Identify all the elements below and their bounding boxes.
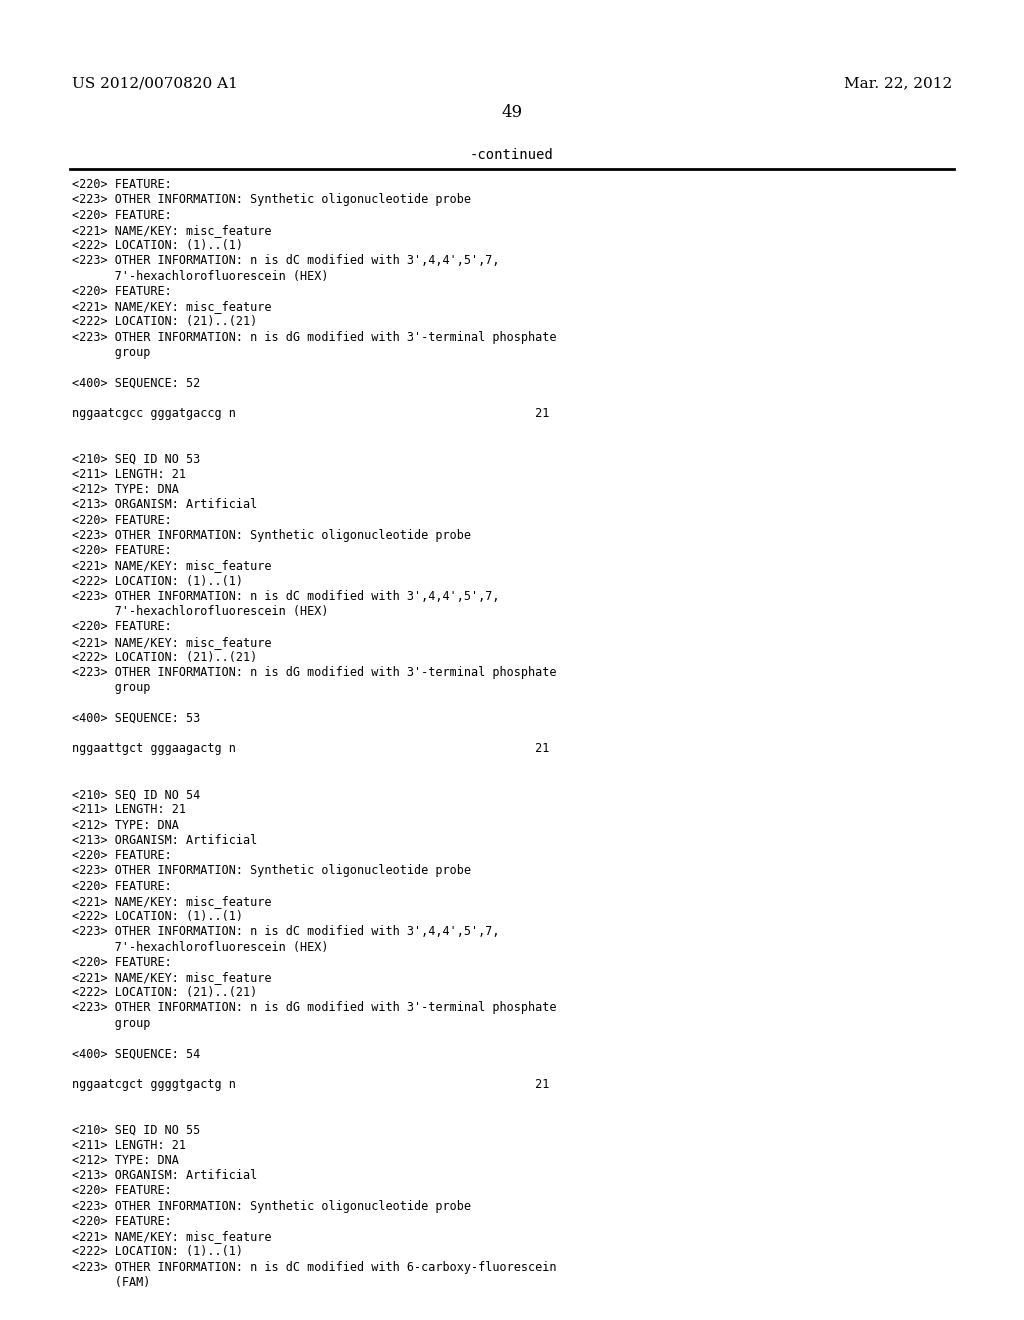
Text: Mar. 22, 2012: Mar. 22, 2012 [844,77,952,91]
Text: <220> FEATURE:: <220> FEATURE: [72,1184,171,1197]
Text: 49: 49 [502,104,522,121]
Text: -continued: -continued [470,148,554,162]
Text: <220> FEATURE:: <220> FEATURE: [72,620,171,634]
Text: <222> LOCATION: (21)..(21): <222> LOCATION: (21)..(21) [72,986,257,999]
Text: <211> LENGTH: 21: <211> LENGTH: 21 [72,467,185,480]
Text: <221> NAME/KEY: misc_feature: <221> NAME/KEY: misc_feature [72,972,271,983]
Text: <220> FEATURE:: <220> FEATURE: [72,544,171,557]
Text: <223> OTHER INFORMATION: n is dC modified with 3',4,4',5',7,: <223> OTHER INFORMATION: n is dC modifie… [72,590,499,603]
Text: <223> OTHER INFORMATION: n is dC modified with 3',4,4',5',7,: <223> OTHER INFORMATION: n is dC modifie… [72,255,499,268]
Text: <220> FEATURE:: <220> FEATURE: [72,178,171,191]
Text: <213> ORGANISM: Artificial: <213> ORGANISM: Artificial [72,1170,257,1183]
Text: 7'-hexachlorofluorescein (HEX): 7'-hexachlorofluorescein (HEX) [72,605,328,618]
Text: <210> SEQ ID NO 55: <210> SEQ ID NO 55 [72,1123,200,1137]
Text: group: group [72,681,151,694]
Text: <220> FEATURE:: <220> FEATURE: [72,285,171,298]
Text: <213> ORGANISM: Artificial: <213> ORGANISM: Artificial [72,834,257,846]
Text: group: group [72,346,151,359]
Text: <222> LOCATION: (1)..(1): <222> LOCATION: (1)..(1) [72,909,243,923]
Text: <220> FEATURE:: <220> FEATURE: [72,879,171,892]
Text: <222> LOCATION: (1)..(1): <222> LOCATION: (1)..(1) [72,1246,243,1258]
Text: <400> SEQUENCE: 53: <400> SEQUENCE: 53 [72,711,200,725]
Text: <221> NAME/KEY: misc_feature: <221> NAME/KEY: misc_feature [72,1230,271,1243]
Text: US 2012/0070820 A1: US 2012/0070820 A1 [72,77,238,91]
Text: <220> FEATURE:: <220> FEATURE: [72,849,171,862]
Text: <210> SEQ ID NO 54: <210> SEQ ID NO 54 [72,788,200,801]
Text: <223> OTHER INFORMATION: Synthetic oligonucleotide probe: <223> OTHER INFORMATION: Synthetic oligo… [72,865,471,878]
Text: <223> OTHER INFORMATION: Synthetic oligonucleotide probe: <223> OTHER INFORMATION: Synthetic oligo… [72,529,471,541]
Text: <220> FEATURE:: <220> FEATURE: [72,1214,171,1228]
Text: nggaattgct gggaagactg n                                          21: nggaattgct gggaagactg n 21 [72,742,549,755]
Text: <220> FEATURE:: <220> FEATURE: [72,209,171,222]
Text: <211> LENGTH: 21: <211> LENGTH: 21 [72,804,185,816]
Text: <223> OTHER INFORMATION: n is dC modified with 6-carboxy-fluorescein: <223> OTHER INFORMATION: n is dC modifie… [72,1261,556,1274]
Text: <221> NAME/KEY: misc_feature: <221> NAME/KEY: misc_feature [72,895,271,908]
Text: nggaatcgcc gggatgaccg n                                          21: nggaatcgcc gggatgaccg n 21 [72,407,549,420]
Text: <223> OTHER INFORMATION: Synthetic oligonucleotide probe: <223> OTHER INFORMATION: Synthetic oligo… [72,194,471,206]
Text: <220> FEATURE:: <220> FEATURE: [72,956,171,969]
Text: <221> NAME/KEY: misc_feature: <221> NAME/KEY: misc_feature [72,560,271,573]
Text: <222> LOCATION: (21)..(21): <222> LOCATION: (21)..(21) [72,315,257,329]
Text: <400> SEQUENCE: 52: <400> SEQUENCE: 52 [72,376,200,389]
Text: <400> SEQUENCE: 54: <400> SEQUENCE: 54 [72,1047,200,1060]
Text: <210> SEQ ID NO 53: <210> SEQ ID NO 53 [72,453,200,466]
Text: <223> OTHER INFORMATION: n is dG modified with 3'-terminal phosphate: <223> OTHER INFORMATION: n is dG modifie… [72,330,556,343]
Text: group: group [72,1016,151,1030]
Text: <212> TYPE: DNA: <212> TYPE: DNA [72,483,178,496]
Text: <223> OTHER INFORMATION: n is dG modified with 3'-terminal phosphate: <223> OTHER INFORMATION: n is dG modifie… [72,667,556,678]
Text: <221> NAME/KEY: misc_feature: <221> NAME/KEY: misc_feature [72,636,271,648]
Text: <212> TYPE: DNA: <212> TYPE: DNA [72,1154,178,1167]
Text: 7'-hexachlorofluorescein (HEX): 7'-hexachlorofluorescein (HEX) [72,940,328,953]
Text: <221> NAME/KEY: misc_feature: <221> NAME/KEY: misc_feature [72,300,271,313]
Text: <223> OTHER INFORMATION: n is dC modified with 3',4,4',5',7,: <223> OTHER INFORMATION: n is dC modifie… [72,925,499,939]
Text: <223> OTHER INFORMATION: Synthetic oligonucleotide probe: <223> OTHER INFORMATION: Synthetic oligo… [72,1200,471,1213]
Text: <223> OTHER INFORMATION: n is dG modified with 3'-terminal phosphate: <223> OTHER INFORMATION: n is dG modifie… [72,1002,556,1015]
Text: <213> ORGANISM: Artificial: <213> ORGANISM: Artificial [72,499,257,511]
Text: <222> LOCATION: (1)..(1): <222> LOCATION: (1)..(1) [72,574,243,587]
Text: <221> NAME/KEY: misc_feature: <221> NAME/KEY: misc_feature [72,224,271,236]
Text: <212> TYPE: DNA: <212> TYPE: DNA [72,818,178,832]
Text: <222> LOCATION: (21)..(21): <222> LOCATION: (21)..(21) [72,651,257,664]
Text: <220> FEATURE:: <220> FEATURE: [72,513,171,527]
Text: (FAM): (FAM) [72,1276,151,1288]
Text: <222> LOCATION: (1)..(1): <222> LOCATION: (1)..(1) [72,239,243,252]
Text: nggaatcgct ggggtgactg n                                          21: nggaatcgct ggggtgactg n 21 [72,1077,549,1090]
Text: 7'-hexachlorofluorescein (HEX): 7'-hexachlorofluorescein (HEX) [72,269,328,282]
Text: <211> LENGTH: 21: <211> LENGTH: 21 [72,1139,185,1151]
